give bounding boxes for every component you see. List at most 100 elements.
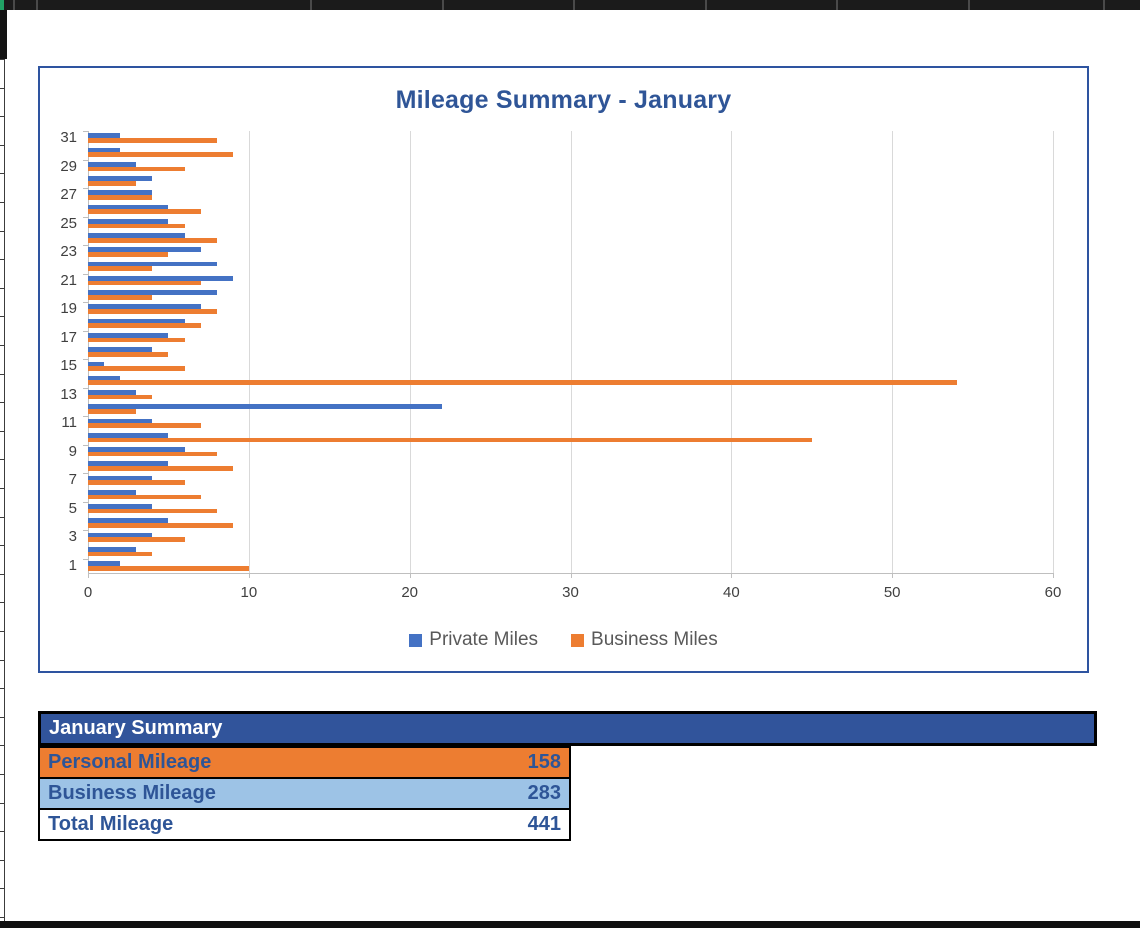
bar-business-miles-day-11[interactable] [88, 423, 201, 428]
bar-private-miles-day-19[interactable] [88, 304, 201, 310]
y-axis-label-13: 13 [60, 385, 77, 403]
bar-private-miles-day-11[interactable] [88, 418, 153, 424]
bar-private-miles-day-15[interactable] [88, 361, 105, 367]
bar-private-miles-day-9[interactable] [88, 447, 185, 452]
bar-business-miles-day-12[interactable] [88, 409, 137, 414]
bar-business-miles-day-21[interactable] [88, 280, 201, 286]
row-boundary-tick [0, 688, 5, 690]
bar-private-miles-day-29[interactable] [88, 161, 137, 167]
bar-business-miles-day-23[interactable] [88, 252, 169, 257]
column-header-strip [0, 0, 1140, 10]
bar-private-miles-day-12[interactable] [88, 404, 442, 409]
legend-label-private-miles: Private Miles [429, 629, 539, 650]
bar-private-miles-day-10[interactable] [88, 432, 169, 438]
row-boundary-tick [0, 917, 5, 918]
row-boundary-tick [0, 202, 5, 203]
bar-business-miles-day-13[interactable] [88, 394, 153, 400]
x-axis-tick-20 [409, 573, 411, 578]
bar-business-miles-day-26[interactable] [88, 209, 201, 215]
x-axis-tick-60 [1053, 573, 1054, 578]
summary-header-cell[interactable]: January Summary [38, 711, 1097, 746]
column-separator [968, 0, 970, 10]
bottom-strip [0, 921, 1140, 928]
bar-private-miles-day-16[interactable] [88, 347, 153, 352]
legend-swatch-private-miles [409, 633, 423, 647]
bar-private-miles-day-24[interactable] [88, 233, 185, 238]
y-axis-tick [83, 245, 88, 247]
bar-business-miles-day-18[interactable] [88, 323, 201, 329]
bar-business-miles-day-28[interactable] [88, 180, 137, 186]
bar-business-miles-day-15[interactable] [88, 366, 185, 371]
summary-row-business-mileage[interactable]: Business Mileage 283 [38, 777, 571, 810]
summary-row-label: Business Mileage [48, 782, 216, 804]
bar-private-miles-day-17[interactable] [88, 333, 169, 338]
bar-business-miles-day-17[interactable] [88, 337, 185, 343]
bar-business-miles-day-30[interactable] [88, 152, 233, 158]
mileage-chart[interactable]: Mileage Summary - January 0 10 20 30 40 50 60 1… [38, 66, 1089, 673]
bar-private-miles-day-30[interactable] [88, 147, 121, 153]
bar-private-miles-day-1[interactable] [88, 561, 121, 566]
bar-business-miles-day-14[interactable] [88, 380, 957, 386]
bar-business-miles-day-3[interactable] [88, 537, 185, 542]
gridline-30 [570, 131, 572, 573]
bar-business-miles-day-8[interactable] [88, 466, 233, 471]
y-axis-label-17: 17 [60, 328, 77, 346]
y-axis-tick [83, 273, 88, 275]
bar-private-miles-day-8[interactable] [88, 461, 169, 467]
bar-business-miles-day-6[interactable] [88, 494, 201, 500]
bar-business-miles-day-20[interactable] [88, 294, 153, 300]
bar-private-miles-day-22[interactable] [88, 261, 217, 267]
y-axis-tick [83, 330, 88, 332]
y-axis-tick [83, 501, 88, 503]
bar-private-miles-day-27[interactable] [88, 190, 153, 196]
bar-business-miles-day-9[interactable] [88, 451, 217, 457]
bar-business-miles-day-19[interactable] [88, 309, 217, 314]
bar-private-miles-day-28[interactable] [88, 176, 153, 181]
column-separator [1103, 0, 1105, 10]
bar-business-miles-day-7[interactable] [88, 480, 185, 485]
bar-private-miles-day-14[interactable] [88, 375, 121, 381]
x-axis-label-50: 50 [883, 584, 901, 601]
bar-private-miles-day-23[interactable] [88, 247, 201, 253]
y-axis-tick [83, 159, 88, 161]
bar-private-miles-day-7[interactable] [88, 475, 153, 481]
bar-business-miles-day-22[interactable] [88, 266, 153, 272]
select-all-corner[interactable] [0, 0, 4, 10]
bar-business-miles-day-24[interactable] [88, 237, 217, 243]
x-axis-tick-50 [892, 573, 894, 578]
bar-private-miles-day-26[interactable] [88, 204, 169, 210]
bar-private-miles-day-20[interactable] [88, 290, 217, 295]
bar-business-miles-day-31[interactable] [88, 138, 217, 143]
row-boundary-tick [0, 888, 5, 890]
y-axis-label-7: 7 [68, 471, 77, 489]
bar-private-miles-day-6[interactable] [88, 489, 137, 495]
bar-private-miles-day-2[interactable] [88, 546, 137, 552]
column-separator [442, 0, 444, 10]
bar-business-miles-day-1[interactable] [88, 565, 249, 571]
bar-private-miles-day-5[interactable] [88, 504, 153, 509]
bar-business-miles-day-2[interactable] [88, 551, 153, 557]
bar-business-miles-day-10[interactable] [88, 437, 812, 443]
bar-private-miles-day-31[interactable] [88, 133, 121, 139]
bar-business-miles-day-29[interactable] [88, 166, 185, 172]
bar-private-miles-day-13[interactable] [88, 390, 137, 395]
bar-private-miles-day-4[interactable] [88, 518, 169, 524]
bar-business-miles-day-4[interactable] [88, 523, 233, 528]
y-axis-tick [83, 444, 88, 446]
legend-item-private-miles[interactable]: Private Miles [409, 629, 538, 651]
summary-row-total-mileage[interactable]: Total Mileage 441 [38, 808, 571, 841]
bar-private-miles-day-3[interactable] [88, 532, 153, 538]
bar-private-miles-day-25[interactable] [88, 218, 169, 224]
y-axis-label-29: 29 [60, 157, 77, 175]
bar-business-miles-day-5[interactable] [88, 508, 217, 514]
legend-item-business-miles[interactable]: Business Miles [571, 629, 718, 651]
row-boundary-tick [0, 631, 5, 632]
bar-business-miles-day-16[interactable] [88, 351, 169, 357]
chart-title: Mileage Summary - January [395, 86, 732, 114]
bar-private-miles-day-21[interactable] [88, 275, 233, 281]
bar-private-miles-day-18[interactable] [88, 318, 185, 324]
summary-row-personal-mileage[interactable]: Personal Mileage 158 [38, 746, 571, 779]
bar-business-miles-day-25[interactable] [88, 223, 185, 229]
bar-business-miles-day-27[interactable] [88, 195, 153, 200]
y-axis-tick [83, 302, 88, 304]
